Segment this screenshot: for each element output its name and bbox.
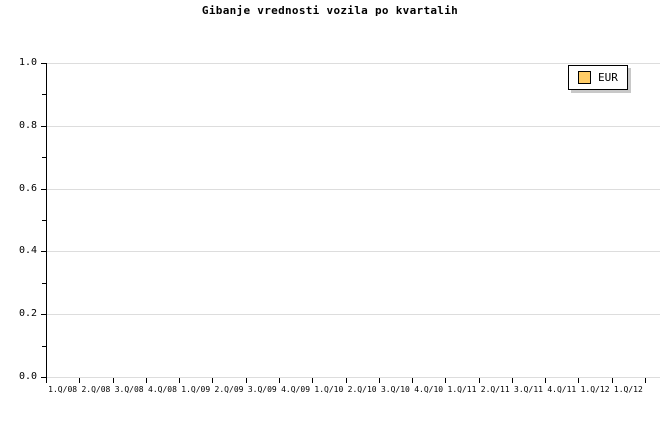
legend-label-eur: EUR [598, 71, 618, 84]
y-tick-minor [42, 346, 46, 347]
x-axis-tick-label: 4.Q/09 [281, 385, 311, 394]
gridline [47, 314, 660, 315]
y-axis-tick-label: 0.6 [18, 183, 37, 194]
legend-swatch-eur [578, 71, 591, 84]
x-axis-tick-label: 3.Q/09 [247, 385, 277, 394]
y-tick-minor [42, 94, 46, 95]
x-axis-tick-label: 2.Q/10 [347, 385, 377, 394]
y-axis-tick-label: 0.0 [18, 371, 37, 382]
x-tick [146, 378, 147, 383]
x-axis-tick-label: 2.Q/09 [214, 385, 244, 394]
x-axis-tick-label: 3.Q/10 [380, 385, 410, 394]
x-axis-tick-label: 4.Q/11 [547, 385, 577, 394]
x-axis-tick-label: 3.Q/08 [114, 385, 144, 394]
x-axis-tick-label: 1.Q/11 [447, 385, 477, 394]
y-tick-major [41, 126, 46, 127]
gridline [47, 251, 660, 252]
y-tick-major [41, 189, 46, 190]
x-tick [113, 378, 114, 383]
x-axis-tick-label: 1.Q/09 [181, 385, 211, 394]
y-tick-major [41, 251, 46, 252]
x-axis-tick-label: 1.Q/10 [314, 385, 344, 394]
y-tick-major [41, 377, 46, 378]
chart-legend[interactable]: EUR [568, 65, 628, 90]
y-axis-tick-label: 0.2 [18, 308, 37, 319]
x-tick [46, 378, 47, 383]
gridline [47, 377, 660, 378]
x-tick [79, 378, 80, 383]
x-tick [645, 378, 646, 383]
gridline [47, 63, 660, 64]
x-tick [379, 378, 380, 383]
x-tick [479, 378, 480, 383]
y-tick-major [41, 314, 46, 315]
page-title: Gibanje vrednosti vozila po kvartalih [201, 4, 459, 17]
y-axis-tick-label: 1.0 [18, 57, 37, 68]
x-tick [445, 378, 446, 383]
x-axis-tick-label: 1.Q/12 [580, 385, 610, 394]
x-tick [612, 378, 613, 383]
y-tick-minor [42, 157, 46, 158]
x-axis-tick-label: 4.Q/08 [148, 385, 177, 394]
y-tick-major [41, 63, 46, 64]
gridline [47, 189, 660, 190]
x-axis-tick-label: 1.Q/08 [48, 385, 78, 394]
x-axis-tick-label: 4.Q/10 [414, 385, 444, 394]
x-tick [545, 378, 546, 383]
plot-area [46, 63, 645, 377]
x-tick [279, 378, 280, 383]
x-tick [179, 378, 180, 383]
x-axis-tick-label: 2.Q/08 [81, 385, 111, 394]
y-tick-minor [42, 220, 46, 221]
y-axis-tick-label: 0.8 [18, 120, 37, 131]
x-tick [312, 378, 313, 383]
x-tick [512, 378, 513, 383]
x-tick [578, 378, 579, 383]
x-tick [412, 378, 413, 383]
x-tick [346, 378, 347, 383]
x-axis-tick-label: 1.Q/12 [613, 385, 643, 394]
y-axis-line [46, 63, 47, 378]
y-tick-minor [42, 283, 46, 284]
y-axis-tick-label: 0.4 [18, 245, 37, 256]
x-tick [212, 378, 213, 383]
x-axis-tick-label: 3.Q/11 [514, 385, 543, 394]
gridline [47, 126, 660, 127]
x-tick [246, 378, 247, 383]
x-axis-tick-label: 2.Q/11 [480, 385, 510, 394]
